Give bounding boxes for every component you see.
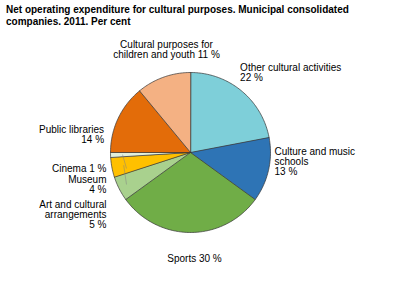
- svg-text:Cultural purposes forchildren: Cultural purposes forchildren and youth …: [113, 39, 220, 60]
- svg-text:Sports 30 %: Sports 30 %: [167, 253, 222, 264]
- html-text:Net operating expenditure for: Net operating expenditure for cultural p…: [6, 4, 349, 27]
- svg-text:Art and culturalarrangements5: Art and culturalarrangements5 %: [39, 199, 106, 230]
- svg-text:Cinema 1 %: Cinema 1 %: [52, 163, 107, 174]
- svg-text:Public libraries14 %: Public libraries14 %: [39, 124, 104, 145]
- svg-text:Other cultural activities22 %: Other cultural activities22 %: [240, 62, 341, 83]
- svg-text:Culture and musicschools13 %: Culture and musicschools13 %: [275, 146, 356, 177]
- svg-text:Museum4 %: Museum4 %: [68, 174, 106, 195]
